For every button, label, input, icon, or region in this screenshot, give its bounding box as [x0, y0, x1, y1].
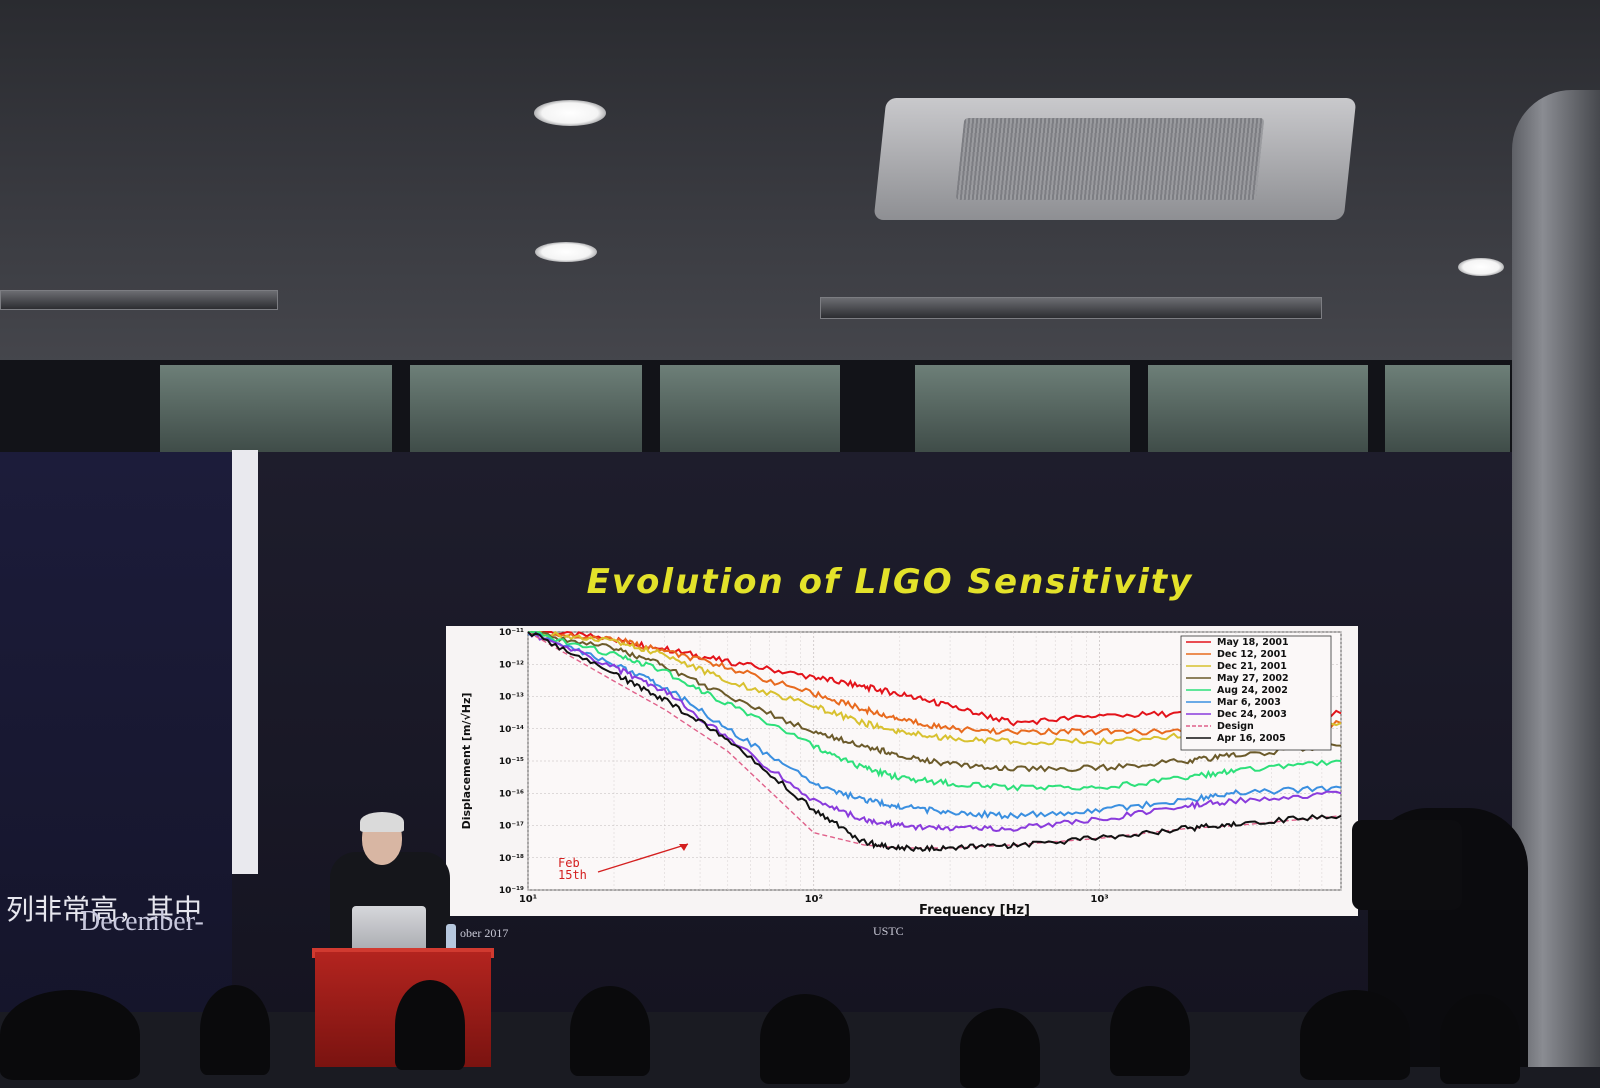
legend-entry: May 27, 2002: [1217, 673, 1289, 684]
chart-frame: 10⁻¹¹ 10⁻¹² 10⁻¹³ 10⁻¹⁴ 10⁻¹⁵ 10⁻¹⁶ 10⁻¹⁷ 10⁻¹⁸…: [446, 626, 1358, 918]
y-tick-label: 10⁻¹⁴: [499, 725, 524, 735]
series-line: [527, 630, 1342, 792]
legend-entry: Design: [1217, 721, 1254, 732]
x-tick-label: 10¹: [519, 894, 537, 905]
sensitivity-chart: 10⁻¹¹ 10⁻¹² 10⁻¹³ 10⁻¹⁴ 10⁻¹⁵ 10⁻¹⁶ 10⁻¹⁷ 10⁻¹⁸…: [460, 628, 1342, 918]
legend-entry: Mar 6, 2003: [1217, 697, 1281, 708]
audience-head: [570, 986, 650, 1076]
annotation-arrow: [597, 843, 689, 873]
y-tick-label: 10⁻¹⁸: [499, 854, 524, 864]
slide-footer-institution: USTC: [873, 924, 904, 938]
air-conditioner-grille: [955, 118, 1265, 200]
audience-head: [1300, 990, 1410, 1080]
ceiling-light: [1458, 258, 1504, 276]
legend-entry: Aug 24, 2002: [1217, 685, 1288, 696]
upper-window: [915, 365, 1130, 453]
slide-footer-date: ober 2017: [460, 926, 509, 940]
ceiling-vent: [0, 290, 278, 310]
audience-head: [1440, 994, 1520, 1084]
y-tick-label: 10⁻¹⁷: [499, 822, 524, 832]
y-tick-label: 10⁻¹⁵: [499, 757, 524, 767]
side-screen-caption-chinese: 列非常高，其中: [6, 893, 203, 926]
side-screen-strip: [232, 450, 258, 874]
ceiling: [0, 0, 1600, 365]
legend-entry: Apr 16, 2005: [1217, 733, 1286, 744]
audience-head: [0, 990, 140, 1080]
y-tick-label: 10⁻¹³: [499, 693, 524, 703]
legend-box: [1180, 635, 1332, 751]
upper-window: [160, 365, 392, 453]
legend-entry: Dec 24, 2003: [1217, 709, 1287, 720]
upper-window: [1385, 365, 1510, 453]
series-line: [527, 631, 1342, 853]
speaker-hair: [360, 812, 404, 832]
water-bottle: [446, 924, 456, 954]
annotation-label: Feb: [558, 856, 580, 870]
laptop: [352, 906, 426, 954]
legend-entry: May 18, 2001: [1217, 637, 1289, 648]
series-line: [527, 630, 1342, 773]
audience: [0, 980, 1600, 1088]
x-tick-label: 10²: [805, 894, 823, 905]
audience-head: [200, 985, 270, 1075]
series-line: [527, 631, 1342, 833]
ceiling-light: [534, 100, 606, 126]
legend-entry: Dec 12, 2001: [1217, 649, 1287, 660]
audience-head: [960, 1008, 1040, 1088]
audience-head: [760, 994, 850, 1084]
series-line: [527, 631, 1342, 849]
legend-entry: Dec 21, 2001: [1217, 661, 1287, 672]
x-tick-label: 10³: [1090, 894, 1108, 905]
y-axis-label: Displacement [m/√Hz]: [460, 693, 473, 830]
y-tick-label: 10⁻¹⁹: [499, 886, 524, 896]
upper-window: [660, 365, 840, 453]
y-tick-label: 10⁻¹⁶: [499, 789, 524, 799]
x-axis-label: Frequency [Hz]: [919, 903, 1030, 916]
upper-window: [1148, 365, 1368, 453]
annotation-arrowhead: [679, 844, 688, 851]
y-tick-label: 10⁻¹²: [499, 660, 524, 670]
annotation-label: 15th: [558, 868, 587, 882]
ceiling-light: [535, 242, 597, 262]
upper-window: [410, 365, 642, 453]
side-screen: [0, 452, 232, 1012]
video-camera: [1352, 820, 1462, 910]
y-tick-label: 10⁻¹¹: [499, 628, 524, 638]
audience-head: [395, 980, 465, 1070]
audience-head: [1110, 986, 1190, 1076]
slide-title: Evolution of LIGO Sensitivity: [586, 562, 1194, 602]
ceiling-vent: [820, 297, 1322, 319]
side-screen-caption-english: December-: [80, 906, 204, 937]
